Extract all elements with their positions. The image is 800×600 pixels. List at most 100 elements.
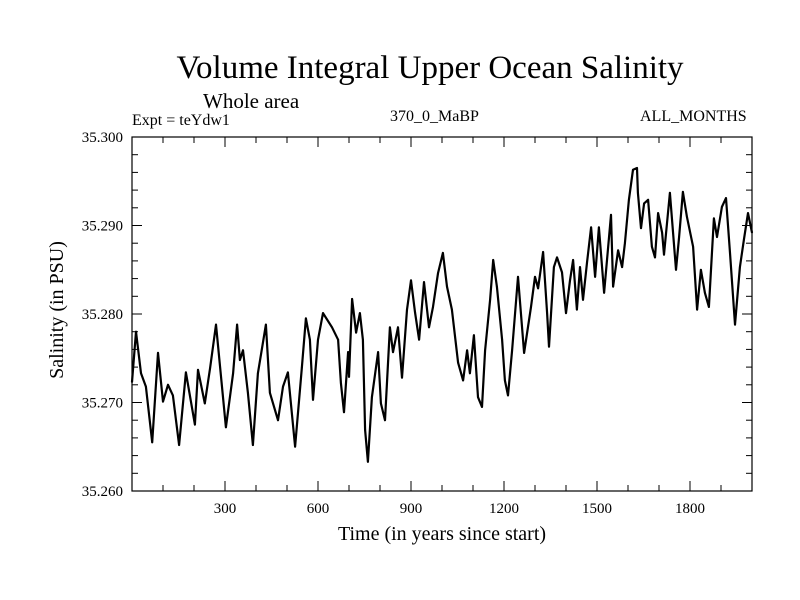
experiment-label: Expt = teYdw1 <box>132 112 230 129</box>
data-point <box>637 191 639 194</box>
data-point <box>167 383 169 386</box>
data-point <box>747 212 749 215</box>
data-point <box>151 441 154 444</box>
data-point <box>309 338 311 341</box>
data-point <box>300 366 303 368</box>
data-point <box>364 429 367 431</box>
months-label: ALL_MONTHS <box>640 108 747 125</box>
data-point <box>322 312 324 315</box>
data-point <box>657 212 659 215</box>
data-point <box>397 326 399 329</box>
data-point <box>225 426 227 429</box>
data-point <box>362 338 364 341</box>
y-tick-label: 35.280 <box>82 307 123 323</box>
data-point <box>640 227 642 230</box>
y-tick-label: 35.270 <box>82 396 123 412</box>
data-point <box>406 308 408 311</box>
data-point <box>401 376 403 379</box>
data-point <box>305 317 307 320</box>
y-tick-label: 35.290 <box>82 219 123 235</box>
data-point <box>236 323 238 326</box>
data-point <box>418 338 420 341</box>
data-point <box>569 279 571 282</box>
data-point <box>312 398 314 401</box>
data-point <box>140 372 142 375</box>
data-point <box>632 168 634 171</box>
data-point <box>624 242 626 245</box>
x-tick-label: 1500 <box>582 501 612 517</box>
data-point <box>534 275 536 278</box>
data-point <box>432 306 434 308</box>
data-point <box>392 351 394 353</box>
data-point <box>203 402 206 405</box>
data-point <box>172 394 174 397</box>
data-point <box>696 308 699 311</box>
data-point <box>661 231 663 234</box>
data-point <box>712 217 715 220</box>
data-point <box>530 306 532 308</box>
data-point <box>256 372 259 375</box>
data-point <box>269 391 271 394</box>
data-point <box>466 349 469 352</box>
data-point <box>647 198 650 201</box>
data-point <box>457 361 460 364</box>
data-point <box>410 279 412 282</box>
data-point <box>317 338 319 341</box>
data-point <box>561 271 563 274</box>
data-point <box>135 330 137 333</box>
data-point <box>423 281 425 284</box>
data-point <box>654 256 656 259</box>
data-point <box>650 245 653 248</box>
data-point <box>523 352 526 354</box>
data-point <box>537 287 539 290</box>
data-point <box>548 345 550 348</box>
data-point <box>162 400 164 403</box>
tick-labels: 300 600 900 1200 1500 1800 35.260 35.270 35.280 3… <box>82 130 705 517</box>
y-axis-label: Salinity (in PSU) <box>46 241 68 379</box>
y-tick-label: 35.300 <box>82 130 123 146</box>
data-point <box>337 338 340 341</box>
data-point <box>252 444 254 446</box>
data-point <box>729 252 731 254</box>
data-point <box>739 266 741 268</box>
data-point <box>428 326 430 329</box>
data-point <box>553 266 555 268</box>
data-point <box>678 236 681 238</box>
data-point <box>721 206 723 208</box>
data-point <box>565 312 567 315</box>
data-point <box>178 444 181 446</box>
data-point <box>238 359 241 361</box>
data-point <box>579 266 581 268</box>
data-point <box>343 411 345 414</box>
data-point <box>331 326 333 329</box>
data-point <box>194 423 196 426</box>
chart-title: Volume Integral Upper Ocean Salinity <box>176 50 684 86</box>
data-point <box>636 167 638 169</box>
data-point <box>725 197 727 199</box>
data-point <box>681 190 684 193</box>
data-point <box>477 396 479 399</box>
data-point <box>643 202 646 205</box>
axis-ticks <box>132 137 752 491</box>
data-point <box>686 215 688 218</box>
data-point <box>504 379 506 382</box>
data-point <box>282 385 284 388</box>
data-point <box>597 226 600 229</box>
data-point <box>446 285 448 288</box>
data-point <box>347 351 349 353</box>
data-point <box>628 198 630 201</box>
data-point <box>242 349 244 352</box>
data-point <box>594 275 597 278</box>
data-point <box>546 312 548 315</box>
y-tick-label: 35.260 <box>82 484 123 500</box>
plot-frame <box>131 136 753 492</box>
data-point <box>380 402 382 405</box>
x-tick-label: 900 <box>400 501 423 517</box>
chart-subtitle: Whole area <box>203 89 300 113</box>
data-point <box>501 338 504 341</box>
x-tick-label: 1200 <box>489 501 519 517</box>
data-point <box>517 275 519 278</box>
data-point <box>389 326 391 329</box>
data-point <box>294 445 296 448</box>
data-point <box>716 236 718 238</box>
